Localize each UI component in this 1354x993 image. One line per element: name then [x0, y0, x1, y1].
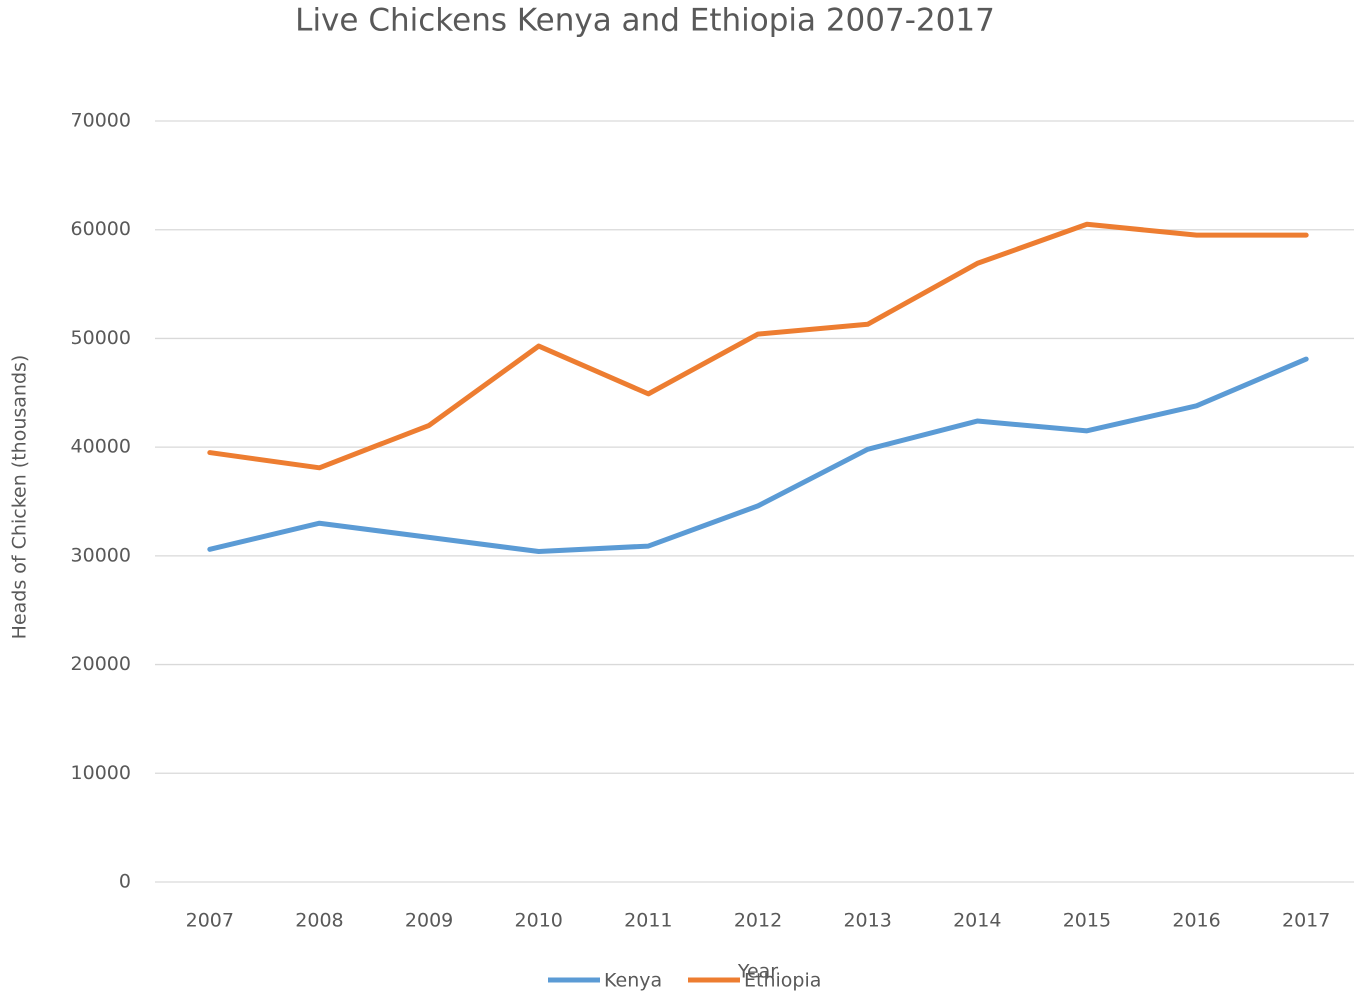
x-tick-label: 2017: [1282, 910, 1330, 932]
x-tick-label: 2014: [953, 910, 1001, 932]
chart-title: Live Chickens Kenya and Ethiopia 2007-20…: [295, 3, 995, 39]
x-tick-label: 2007: [186, 910, 234, 932]
x-tick-label: 2011: [624, 910, 672, 932]
y-tick-label: 60000: [71, 218, 131, 240]
x-tick-label: 2016: [1172, 910, 1220, 932]
x-tick-label: 2009: [405, 910, 453, 932]
x-axis-label: Year: [737, 961, 778, 983]
legend-label: Ethiopia: [744, 970, 821, 992]
x-tick-label: 2015: [1063, 910, 1111, 932]
y-tick-label: 10000: [71, 762, 131, 784]
series-line: [207, 356, 1309, 555]
y-tick-label: 0: [119, 871, 131, 893]
y-axis-label: Heads of Chicken (thousands): [9, 355, 31, 640]
x-tick-label: 2010: [515, 910, 563, 932]
x-tick-label: 2013: [843, 910, 891, 932]
x-tick-label: 2008: [295, 910, 343, 932]
series-line: [207, 221, 1309, 471]
y-tick-label: 30000: [71, 544, 131, 566]
y-tick-label: 20000: [71, 653, 131, 675]
legend-label: Kenya: [604, 970, 662, 992]
y-tick-label: 40000: [71, 436, 131, 458]
y-tick-label: 70000: [71, 110, 131, 132]
y-tick-label: 50000: [71, 327, 131, 349]
x-tick-label: 2012: [734, 910, 782, 932]
